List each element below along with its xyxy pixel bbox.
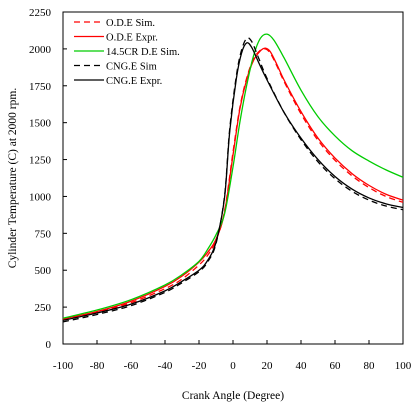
- y-tick-label: 250: [35, 302, 52, 314]
- series-layer: [62, 33, 404, 323]
- x-tick-label: 100: [395, 360, 412, 372]
- plot-area-frame: [62, 11, 404, 345]
- y-tick-label: 1750: [29, 81, 52, 93]
- legend-label: 14.5CR D.E Sim.: [106, 47, 180, 58]
- series-line-o-d-e-sim: [62, 48, 404, 321]
- y-axis-title: Cylinder Temperature (C) at 2000 rpm.: [7, 88, 19, 269]
- x-axis: -100 -80 -60 -40 -20 0 20 40 60 80 100: [53, 340, 412, 372]
- series-line-cng-e-expr: [62, 42, 404, 322]
- x-tick-label: -100: [53, 360, 74, 372]
- y-tick-label: 1500: [29, 118, 52, 130]
- legend: O.D.E Sim. O.D.E Expr. 14.5CR D.E Sim. CNG.…: [74, 18, 180, 87]
- x-tick-label: -40: [158, 360, 173, 372]
- x-tick-label: 0: [230, 360, 236, 372]
- series-line-o-d-e-expr: [62, 47, 404, 320]
- y-tick-label: 1250: [29, 155, 52, 167]
- legend-label: CNG.E Expr.: [106, 76, 162, 87]
- y-tick-label: 2000: [29, 44, 52, 56]
- y-tick-label: 500: [35, 265, 52, 277]
- series-line-cng-e-sim: [62, 37, 404, 323]
- y-tick-label: 750: [35, 228, 52, 240]
- legend-label: O.D.E Expr.: [106, 33, 158, 44]
- y-tick-label: 2250: [29, 7, 52, 19]
- x-tick-label: -80: [90, 360, 105, 372]
- legend-label: CNG.E Sim: [106, 62, 157, 73]
- x-axis-title: Crank Angle (Degree): [182, 390, 284, 402]
- x-tick-label: 80: [364, 360, 376, 372]
- y-tick-label: 0: [46, 339, 52, 351]
- x-tick-label: -60: [124, 360, 139, 372]
- legend-label: O.D.E Sim.: [106, 18, 155, 29]
- x-tick-label: 20: [262, 360, 274, 372]
- x-tick-label: 60: [330, 360, 342, 372]
- x-tick-label: 40: [296, 360, 308, 372]
- x-tick-label: -20: [192, 360, 207, 372]
- series-line-14-5cr-d-e-sim: [62, 33, 404, 319]
- y-tick-label: 1000: [29, 191, 52, 203]
- y-axis: 0 250 500 750 1000 1250 1500 1750 2000 2250: [29, 7, 67, 351]
